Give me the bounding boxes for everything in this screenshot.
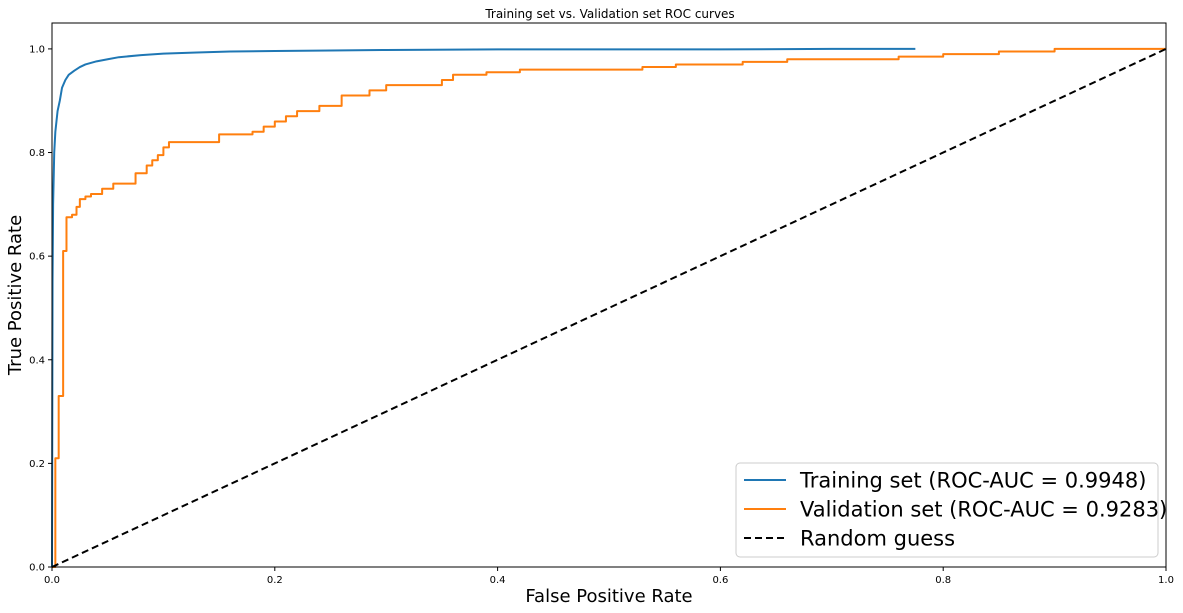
y-tick-label: 1.0 (29, 44, 45, 55)
y-tick-label: 0.6 (29, 252, 45, 263)
y-tick-label: 0.2 (29, 459, 45, 470)
x-tick-label: 0.8 (935, 575, 951, 586)
training-roc-line (51, 47, 916, 568)
x-axis-label: False Positive Rate (525, 586, 692, 607)
legend-box (735, 462, 1159, 558)
legend-entry-validation-label: Validation set (ROC-AUC = 0.9283) (800, 498, 1167, 522)
plot-frame (51, 22, 1167, 568)
y-tick-label: 0.0 (29, 563, 45, 574)
y-axis: 0.0 0.2 0.4 0.6 0.8 1.0 (29, 44, 52, 574)
legend-entry-random-label: Random guess (800, 527, 955, 551)
x-tick-label: 0.0 (44, 575, 60, 586)
x-tick-label: 1.0 (1158, 575, 1174, 586)
legend-entry-training-label: Training set (ROC-AUC = 0.9948) (799, 469, 1146, 493)
chart-title: Training set vs. Validation set ROC curv… (484, 7, 734, 21)
y-tick-label: 0.8 (29, 148, 45, 159)
x-tick-label: 0.2 (267, 575, 283, 586)
x-tick-label: 0.6 (712, 575, 728, 586)
x-tick-label: 0.4 (490, 575, 506, 586)
validation-roc-line (52, 47, 1166, 568)
y-tick-label: 0.4 (29, 355, 45, 366)
plot-area (51, 47, 1167, 568)
legend: Training set (ROC-AUC = 0.9948) Validatio… (735, 462, 1167, 558)
random-guess-line (51, 47, 1167, 568)
x-axis: 0.0 0.2 0.4 0.6 0.8 1.0 (44, 567, 1174, 586)
y-axis-label: True Positive Rate (5, 215, 26, 376)
